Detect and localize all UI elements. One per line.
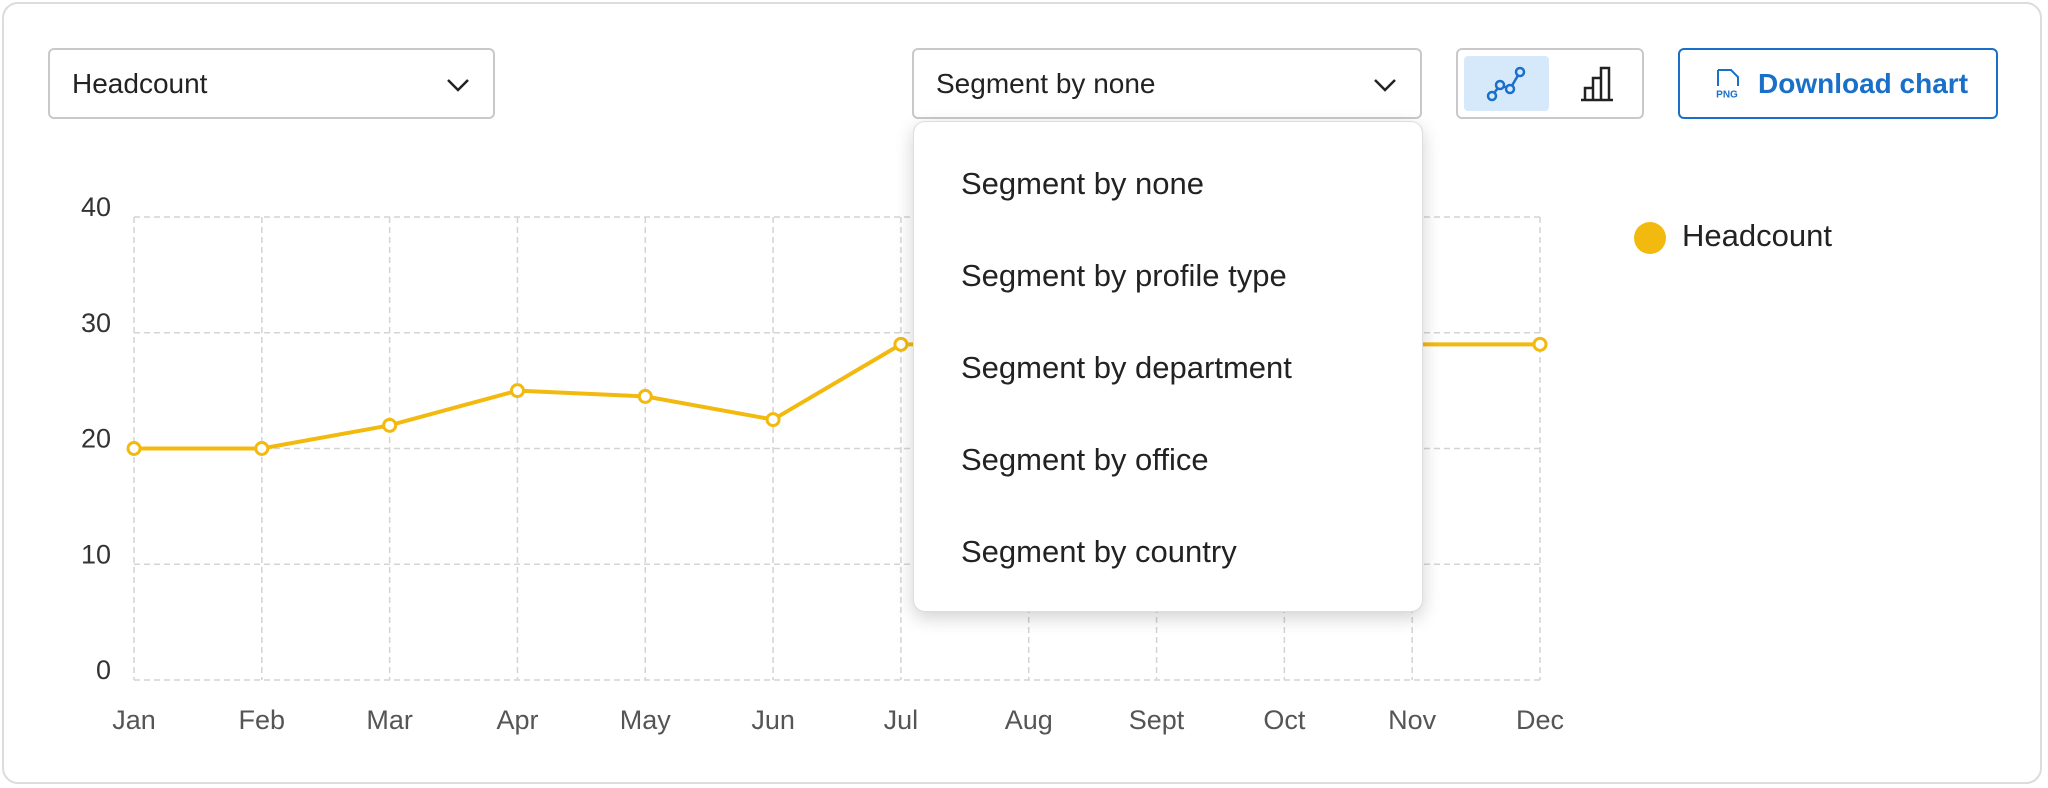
segment-option[interactable]: Segment by country [961, 534, 1237, 569]
y-tick-label: 0 [96, 655, 111, 685]
point [893, 336, 909, 352]
x-tick-label: Jan [112, 705, 156, 735]
legend-marker [1634, 222, 1666, 254]
x-tick-label: Apr [496, 705, 538, 735]
metric-label: Headcount [72, 68, 208, 99]
bar-toggle[interactable] [1555, 56, 1640, 111]
chevron-icon [447, 79, 469, 92]
y-tick-label: 10 [81, 539, 111, 569]
download-label: Download chart [1758, 68, 1969, 99]
png-icon: PNG [1716, 69, 1739, 101]
segment-option[interactable]: Segment by none [961, 166, 1205, 201]
x-tick-label: Mar [366, 705, 413, 735]
segment-label: Segment by none [936, 68, 1156, 99]
line-icon [1486, 66, 1526, 102]
chevron-icon [1374, 79, 1396, 92]
point [765, 412, 781, 428]
x-tick-label: Oct [1263, 705, 1306, 735]
segment-option[interactable]: Segment by department [961, 350, 1292, 385]
png-icon-label: PNG [1716, 90, 1738, 101]
point [382, 417, 398, 433]
x-tick-label: Jun [751, 705, 795, 735]
point [509, 383, 525, 399]
segment-select[interactable]: Segment by none [912, 48, 1422, 119]
x-tick-label: Aug [1005, 705, 1053, 735]
y-tick-label: 30 [81, 308, 111, 338]
x-tick-label: Nov [1388, 705, 1437, 735]
line-toggle[interactable] [1464, 56, 1549, 111]
x-tick-label: May [620, 705, 672, 735]
point [1532, 336, 1548, 352]
x-tick-label: Dec [1516, 705, 1564, 735]
x-tick-label: Jul [884, 705, 919, 735]
metric-select[interactable]: Headcount [48, 48, 495, 119]
point [637, 388, 653, 404]
y-tick-label: 20 [81, 424, 111, 454]
point [254, 441, 270, 456]
bar-icon [1581, 66, 1613, 102]
point [126, 441, 142, 456]
legend-label: Headcount [1682, 218, 1832, 253]
x-tick-label: Feb [239, 705, 286, 735]
chart-type-toggle [1456, 48, 1644, 119]
download-button[interactable]: PNG Download chart [1678, 48, 1998, 119]
x-tick-label: Sept [1129, 705, 1185, 735]
segment-option[interactable]: Segment by office [961, 442, 1209, 477]
segment-menu: Segment by none Segment by profile type Se… [913, 121, 1423, 612]
y-tick-label: 40 [81, 192, 111, 222]
segment-option[interactable]: Segment by profile type [961, 258, 1287, 293]
